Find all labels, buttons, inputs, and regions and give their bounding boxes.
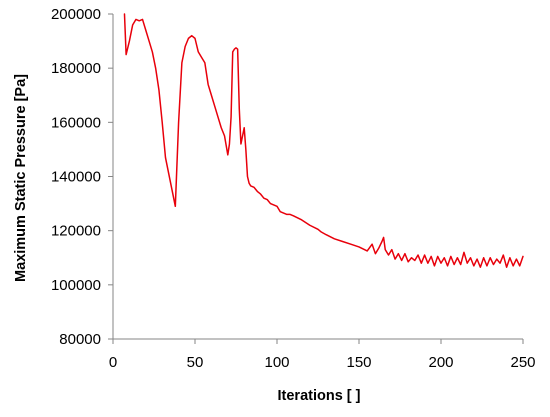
x-tick-label: 200 [428,354,453,371]
x-tick-label: 250 [510,354,535,371]
x-tick-label: 50 [187,354,204,371]
y-tick-label: 80000 [59,331,101,348]
plot-area [123,13,524,268]
y-tick-label: 140000 [51,169,101,186]
x-tick-label: 150 [346,354,371,371]
y-tick-label: 100000 [51,277,101,294]
x-tick-label: 100 [264,354,289,371]
axes [108,13,524,344]
tick-labels: 80000 100000 120000 140000 160000 180000 20000… [51,6,536,371]
y-tick-label: 160000 [51,114,101,131]
x-axis-title: Iterations [ ] [278,388,361,404]
y-axis-title: Maximum Static Pressure [Pa] [13,74,29,282]
y-tick-label: 120000 [51,223,101,240]
series-line-1 [123,13,524,268]
y-tick-label: 200000 [51,6,101,23]
x-tick-label: 0 [109,354,117,371]
y-tick-label: 180000 [51,60,101,77]
